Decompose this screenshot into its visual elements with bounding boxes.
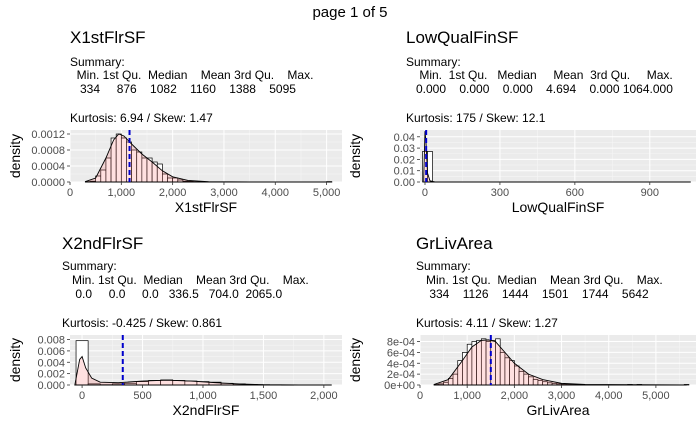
plot-background [420,130,696,182]
y-axis-title: density [347,134,363,178]
histogram-plot: 0 1,000 2,000 3,000 4,000 5,000 0.0000 0.0004 0.… [0,26,350,232]
panel-x1stflrsf: X1stFlrSF Summary: Min. 1st Qu. Median M… [0,26,350,232]
x-tick-label: 2,000 [501,390,529,402]
y-tick-label: 0.03 [394,143,415,155]
y-tick-label: 0.008 [37,335,65,347]
panel-lowqualfinsf: LowQualFinSF Summary: Min. 1st Qu. Media… [340,26,690,232]
y-axis-title: density [7,338,23,382]
histogram-plot: 0 500 1,000 1,500 2,000 0.0000.0020.0040.0060… [0,232,350,432]
x-tick-label: 4,000 [262,187,290,199]
x-tick-label: 2,000 [310,390,338,402]
y-tick-label: 0.0004 [31,161,65,173]
plot-background [70,335,342,385]
x-tick-label: 500 [133,390,151,402]
x-tick-label: 3,000 [548,390,576,402]
panel-x2ndflrsf: X2ndFlrSF Summary: Min. 1st Qu. Median M… [0,232,350,438]
x-tick-label: 600 [566,187,584,199]
y-tick-label: 0.0012 [31,129,65,141]
x-tick-label: 1,000 [108,187,136,199]
y-tick-label: 0.000 [37,380,65,392]
x-axis-title: LowQualFinSF [512,199,605,215]
y-tick-label: 0e+00 [384,380,415,392]
x-axis-title: X1stFlrSF [175,199,237,215]
x-tick-label: 0 [417,390,423,402]
x-tick-label: 900 [641,187,659,199]
y-tick-label: 0.00 [394,177,415,189]
y-axis-title: density [7,134,23,178]
histogram-plot: 0 1,000 2,000 3,000 4,000 5,000 0e+002e-044e-0… [340,232,700,432]
x-tick-label: 5,000 [313,187,341,199]
y-tick-label: 0.04 [394,132,415,144]
y-tick-label: 8e-04 [387,337,415,349]
y-tick-label: 4e-04 [387,358,415,370]
y-tick-label: 0.006 [37,346,65,358]
y-axis-title: density [347,338,363,382]
x-axis-title: X2ndFlrSF [173,402,240,418]
y-tick-label: 0.004 [37,357,65,369]
y-tick-label: 0.01 [394,166,415,178]
x-axis-title: GrLivArea [526,402,589,418]
y-tick-label: 0.0008 [31,145,65,157]
x-tick-label: 4,000 [595,390,623,402]
x-tick-label: 0 [422,187,428,199]
y-tick-label: 2e-04 [387,369,415,381]
x-tick-label: 0 [79,390,85,402]
page-title: page 1 of 5 [0,4,700,21]
x-tick-label: 1,000 [189,390,217,402]
x-tick-label: 1,500 [250,390,278,402]
y-tick-label: 0.002 [37,369,65,381]
x-tick-label: 1,000 [453,390,481,402]
y-tick-label: 0.0000 [31,177,65,189]
panel-grlivarea: GrLivArea Summary: Min. 1st Qu. Median M… [340,232,690,438]
y-tick-label: 6e-04 [387,347,415,359]
x-tick-label: 0 [67,187,73,199]
x-tick-label: 5,000 [642,390,670,402]
x-tick-label: 3,000 [210,187,238,199]
y-tick-label: 0.02 [394,154,415,166]
x-tick-label: 2,000 [159,187,187,199]
x-tick-label: 300 [491,187,509,199]
